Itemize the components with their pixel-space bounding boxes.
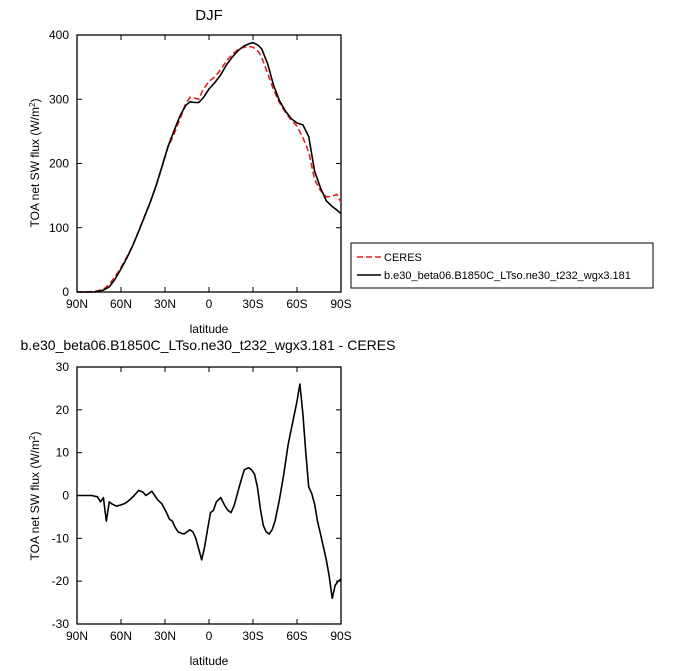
top-x-tick-label-6: 90S [330, 297, 351, 311]
bottom-y-tick-label-0: -30 [52, 617, 70, 631]
top-y-axis-label: TOA net SW flux (W/m2) [28, 99, 43, 228]
top-axis-ticks: 90N 60N 30N 0 30S 60S 90S 0 100 200 300 400 [49, 28, 352, 311]
top-x-tick-label-2: 30N [154, 297, 176, 311]
bottom-panel: b.e30_beta06.B1850C_LTso.ne30_t232_wgx3.… [21, 337, 396, 668]
bottom-series-lines [77, 383, 342, 600]
top-series-line-1 [77, 41, 342, 293]
legend-label-ceres: CERES [384, 252, 422, 264]
bottom-y-tick-label-1: -20 [52, 574, 70, 588]
bottom-y-tick-label-3: 0 [62, 489, 69, 503]
legend: CERES b.e30_beta06.B1850C_LTso.ne30_t232… [350, 242, 654, 289]
top-series-line-0 [77, 45, 342, 293]
legend-box [350, 242, 654, 289]
bottom-x-tick-label-5: 60S [286, 629, 307, 643]
top-series-lines [77, 41, 342, 293]
bottom-y-axis-label: TOA net SW flux (W/m2) [28, 432, 43, 561]
top-x-tick-label-3: 0 [206, 297, 213, 311]
top-y-tick-label-1: 100 [49, 221, 69, 235]
bottom-axis-ticks: 90N 60N 30N 0 30S 60S 90S -30 -20 -10 0 10 20 30 [52, 360, 352, 643]
top-chart-title: DJF [195, 7, 223, 24]
top-x-tick-label-1: 60N [110, 297, 132, 311]
top-x-axis-label: latitude [190, 322, 229, 336]
bottom-y-tick-label-4: 10 [56, 446, 70, 460]
bottom-x-tick-label-4: 30S [242, 629, 263, 643]
top-plot-frame [76, 34, 342, 293]
bottom-x-tick-label-2: 30N [154, 629, 176, 643]
bottom-x-axis-label: latitude [190, 654, 229, 668]
top-x-tick-label-5: 60S [286, 297, 307, 311]
top-y-tick-label-2: 200 [49, 157, 69, 171]
top-x-tick-label-4: 30S [242, 297, 263, 311]
top-y-tick-label-4: 400 [49, 28, 69, 42]
top-y-tick-label-0: 0 [62, 285, 69, 299]
bottom-y-tick-label-5: 20 [56, 403, 70, 417]
bottom-x-tick-label-3: 0 [206, 629, 213, 643]
bottom-x-tick-label-6: 90S [330, 629, 351, 643]
top-panel: DJF 90N 60N 30N 0 30S 60S 90S 0 100 200 300 400 lat… [28, 7, 352, 336]
top-x-tick-label-0: 90N [66, 297, 88, 311]
bottom-x-tick-label-0: 90N [66, 629, 88, 643]
bottom-y-tick-label-6: 30 [56, 360, 70, 374]
top-y-tick-label-3: 300 [49, 92, 69, 106]
bottom-y-tick-label-2: -10 [52, 531, 70, 545]
bottom-x-tick-label-1: 60N [110, 629, 132, 643]
bottom-series-line-0 [77, 383, 342, 600]
bottom-chart-title: b.e30_beta06.B1850C_LTso.ne30_t232_wgx3.… [21, 337, 396, 353]
legend-label-model: b.e30_beta06.B1850C_LTso.ne30_t232_wgx3.… [384, 270, 631, 282]
